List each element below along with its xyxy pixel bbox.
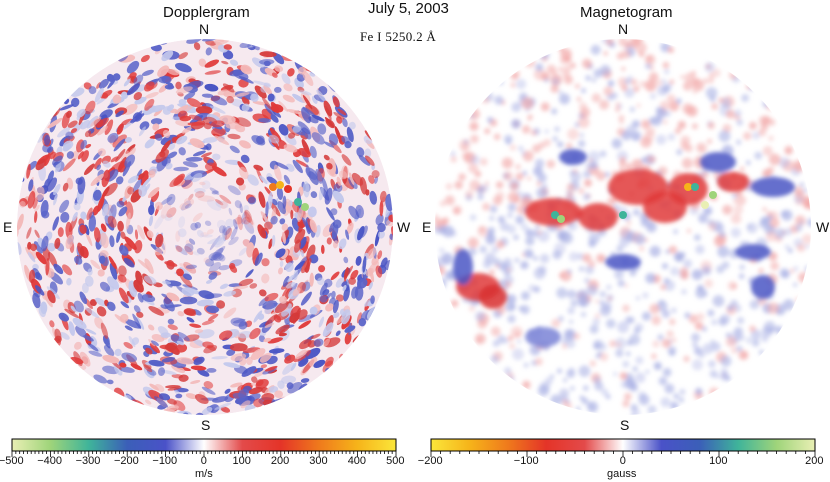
dopplergram-disk-image (17, 39, 393, 415)
colorbar-tick-label: 200 (270, 455, 290, 467)
colorbar-tick-label: −400 (37, 455, 62, 467)
magnetogram-title: Magnetogram (580, 4, 673, 21)
dopplergram-east-label: E (3, 219, 13, 235)
colorbar-tick-label: 200 (805, 455, 824, 467)
colorbar-tick-label: 0 (200, 455, 207, 467)
spectral-line-label: Fe I 5250.2 Å (360, 29, 437, 44)
magnetogram-east-label: E (422, 219, 432, 235)
magnetogram-south-label: S (620, 417, 630, 433)
colorbar-tick-label: −100 (152, 455, 178, 467)
colorbar-tick-label: 100 (709, 455, 728, 467)
dopplergram-west-label: W (397, 219, 411, 235)
magnetogram-unit-label: gauss (607, 468, 637, 480)
magnetogram-disk-image (435, 39, 811, 415)
colorbar-tick-label: 300 (309, 455, 328, 467)
magnetogram-colorbar (430, 438, 816, 457)
magnetogram-west-label: W (816, 219, 830, 235)
colorbar-tick-label: −300 (75, 455, 101, 467)
magnetogram-north-label: N (618, 21, 629, 37)
colorbar-tick-label: 100 (232, 455, 251, 467)
colorbar-tick-label: −200 (417, 455, 443, 467)
dopplergram-south-label: S (201, 417, 211, 433)
colorbar-tick-label: 500 (386, 455, 405, 467)
colorbar-tick-label: −100 (513, 455, 539, 467)
dopplergram-north-label: N (199, 21, 210, 37)
colorbar-tick-label: −200 (114, 455, 139, 467)
date-title: July 5, 2003 (368, 0, 449, 17)
colorbar-tick-label: 400 (347, 455, 367, 467)
dopplergram-unit-label: m/s (195, 468, 213, 480)
dopplergram-colorbar (11, 438, 397, 457)
colorbar-tick-label: −500 (0, 455, 24, 467)
dopplergram-title: Dopplergram (163, 4, 250, 21)
colorbar-tick-label: 0 (619, 455, 626, 467)
